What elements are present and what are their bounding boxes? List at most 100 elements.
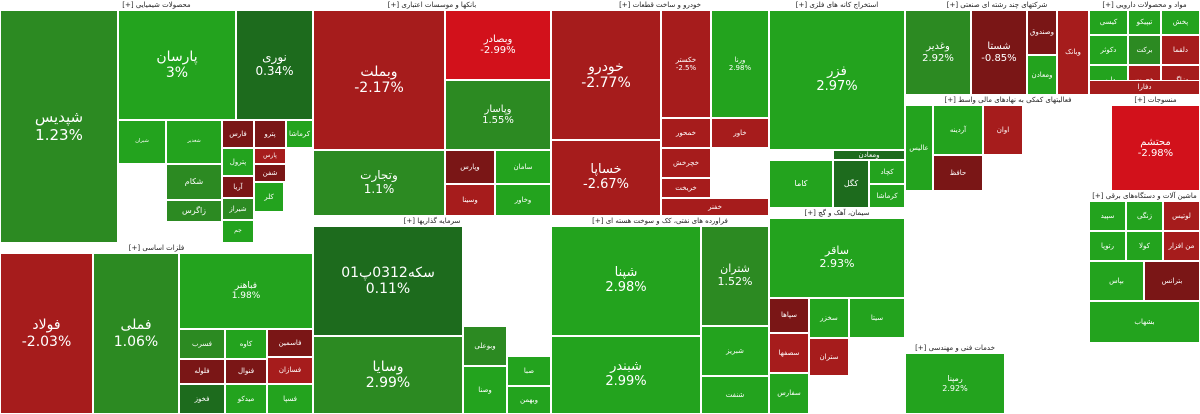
sector-title[interactable]: [+] سیمان، آهک و گچ xyxy=(769,208,905,218)
stock-tile[interactable]: وسایا 2.99% xyxy=(313,336,463,414)
sector-title[interactable]: [+] سرمایه گذاریها xyxy=(313,216,551,226)
stock-tile[interactable]: کگل xyxy=(833,160,869,208)
stock-tile[interactable]: پارسان 3% xyxy=(118,10,236,120)
stock-tile[interactable]: ساقر 2.93% xyxy=(769,218,905,298)
stock-tile[interactable]: رتوپا xyxy=(1089,231,1126,261)
stock-tile[interactable]: شبندر 2.99% xyxy=(551,336,701,414)
stock-tile[interactable]: وصنا xyxy=(463,366,507,414)
stock-tile[interactable]: فباهنر 1.98% xyxy=(179,253,313,329)
stock-tile[interactable]: شنفت xyxy=(701,376,769,414)
stock-tile[interactable]: کلر xyxy=(254,182,284,212)
stock-tile[interactable]: شیراز xyxy=(222,198,254,220)
stock-tile[interactable]: کاما xyxy=(769,160,833,208)
stock-tile[interactable]: خکستر -2.5% xyxy=(661,10,711,118)
sector-title[interactable]: [+] فراورده های نفتی، کک و سوخت هسته ای xyxy=(551,216,769,226)
stock-tile[interactable]: پارس xyxy=(254,148,286,164)
stock-tile[interactable]: پترول xyxy=(222,148,254,176)
stock-tile[interactable]: ستران xyxy=(809,338,849,376)
stock-tile[interactable]: فلوله xyxy=(179,359,225,384)
stock-tile[interactable]: زاگرس xyxy=(166,200,222,222)
stock-tile[interactable]: سپید xyxy=(1089,201,1126,231)
stock-tile[interactable]: محتشم -2.98% xyxy=(1111,105,1200,191)
stock-tile[interactable]: بترانس xyxy=(1144,261,1200,301)
stock-tile[interactable]: بشهاب xyxy=(1089,301,1200,343)
sector-title[interactable]: [+] محصولات شیمیایی xyxy=(0,0,313,10)
stock-tile[interactable]: خساپا -2.67% xyxy=(551,140,661,216)
stock-tile[interactable]: خفنر xyxy=(661,198,769,216)
stock-tile[interactable]: شپنا 2.98% xyxy=(551,226,701,336)
stock-tile[interactable]: وپارس xyxy=(445,150,495,184)
sector-title[interactable]: [+] خدمات فنی و مهندسی xyxy=(905,343,1005,353)
stock-tile[interactable]: زنگی xyxy=(1126,201,1163,231)
sector-title[interactable]: [+] مواد و محصولات دارویی xyxy=(1089,0,1200,10)
stock-tile[interactable]: نوری 0.34% xyxy=(236,10,313,120)
stock-tile[interactable]: خودرو -2.77% xyxy=(551,10,661,140)
stock-tile[interactable]: تیپیکو xyxy=(1128,10,1161,35)
stock-tile[interactable]: فخوز xyxy=(179,384,225,414)
stock-tile[interactable]: فسپا xyxy=(267,384,313,414)
stock-tile[interactable]: کاوه xyxy=(225,329,267,359)
stock-tile[interactable]: عالیس xyxy=(905,105,933,191)
stock-tile[interactable]: وغدیر 2.92% xyxy=(905,10,971,95)
stock-tile[interactable]: فزر 2.97% xyxy=(769,10,905,150)
stock-tile[interactable]: سفارس xyxy=(769,373,809,414)
stock-tile[interactable]: سصفها xyxy=(769,333,809,373)
stock-tile[interactable]: وبهمن xyxy=(507,386,551,414)
stock-tile[interactable]: فنوال xyxy=(225,359,267,384)
stock-tile[interactable]: برکت xyxy=(1128,35,1161,65)
stock-tile[interactable]: کولا xyxy=(1126,231,1163,261)
stock-tile[interactable]: وتجارت 1.1% xyxy=(313,150,445,216)
stock-tile[interactable]: وسینا xyxy=(445,184,495,216)
stock-tile[interactable]: دلقما xyxy=(1161,35,1200,65)
stock-tile[interactable]: پخش xyxy=(1161,10,1200,35)
stock-tile[interactable]: جم xyxy=(222,220,254,243)
stock-tile[interactable]: شبریز xyxy=(701,326,769,376)
stock-tile[interactable]: کرماشا xyxy=(286,120,313,148)
stock-tile[interactable]: پترو xyxy=(254,120,286,148)
sector-title[interactable]: [+] فعالیتهای کمکی به نهادهای مالی واسط xyxy=(905,95,1111,105)
stock-tile[interactable]: وپاسار 1.55% xyxy=(445,80,551,150)
stock-tile[interactable]: لوتیس xyxy=(1163,201,1200,231)
stock-tile[interactable]: فسرب xyxy=(179,329,225,359)
stock-tile[interactable]: آریا xyxy=(222,176,254,198)
stock-tile[interactable]: خمحور xyxy=(661,118,711,148)
stock-tile[interactable]: سپاها xyxy=(769,298,809,333)
stock-tile[interactable]: وصندوق xyxy=(1027,10,1057,55)
stock-tile[interactable]: دفارا xyxy=(1089,80,1200,95)
stock-tile[interactable]: ورنا 2.98% xyxy=(711,10,769,118)
sector-title[interactable]: [+] بانکها و موسسات اعتباری xyxy=(313,0,551,10)
stock-tile[interactable]: دکوثر xyxy=(1089,35,1128,65)
stock-tile[interactable]: میدکو xyxy=(225,384,267,414)
stock-tile[interactable]: شتران 1.52% xyxy=(701,226,769,326)
stock-tile[interactable]: سخزر xyxy=(809,298,849,338)
stock-tile[interactable]: فارس xyxy=(222,120,254,148)
stock-tile[interactable]: کرماشا xyxy=(869,184,905,208)
stock-tile[interactable]: خریخت xyxy=(661,178,711,198)
stock-tile[interactable]: فاسمین xyxy=(267,329,313,357)
stock-tile[interactable]: ومعادن xyxy=(1027,55,1057,95)
stock-tile[interactable]: فملی 1.06% xyxy=(93,253,179,414)
stock-tile[interactable]: شفن xyxy=(254,164,286,182)
stock-tile[interactable]: شیران xyxy=(118,120,166,164)
stock-tile[interactable]: خچرخش xyxy=(661,148,711,178)
stock-tile[interactable]: وخاور xyxy=(495,184,551,216)
sector-title[interactable]: [+] منسوجات xyxy=(1111,95,1200,105)
stock-tile[interactable]: وبصادر -2.99% xyxy=(445,10,551,80)
stock-tile[interactable]: رمپنا 2.92% xyxy=(905,353,1005,414)
stock-tile[interactable]: اوان xyxy=(983,105,1023,155)
stock-tile[interactable]: شستا -0.85% xyxy=(971,10,1027,95)
stock-tile[interactable]: سامان xyxy=(495,150,551,184)
sector-title[interactable]: [+] استخراج کانه های فلزی xyxy=(769,0,905,10)
sector-title[interactable]: [+] خودرو و ساخت قطعات xyxy=(551,0,769,10)
stock-tile[interactable]: وبانک xyxy=(1057,10,1089,95)
stock-tile[interactable]: فولاد -2.03% xyxy=(0,253,93,414)
stock-tile[interactable]: سیتا xyxy=(849,298,905,338)
stock-tile[interactable]: حافظ xyxy=(933,155,983,191)
stock-tile[interactable]: وبملت -2.17% xyxy=(313,10,445,150)
stock-tile[interactable]: آردینه xyxy=(933,105,983,155)
stock-tile[interactable]: بپاس xyxy=(1089,261,1144,301)
stock-tile[interactable]: صبا xyxy=(507,356,551,386)
sector-title[interactable]: [+] ماشین آلات و دستگاه‌های برقی xyxy=(1089,191,1200,201)
stock-tile[interactable]: شپدیس 1.23% xyxy=(0,10,118,243)
stock-tile[interactable]: شکام xyxy=(166,164,222,200)
